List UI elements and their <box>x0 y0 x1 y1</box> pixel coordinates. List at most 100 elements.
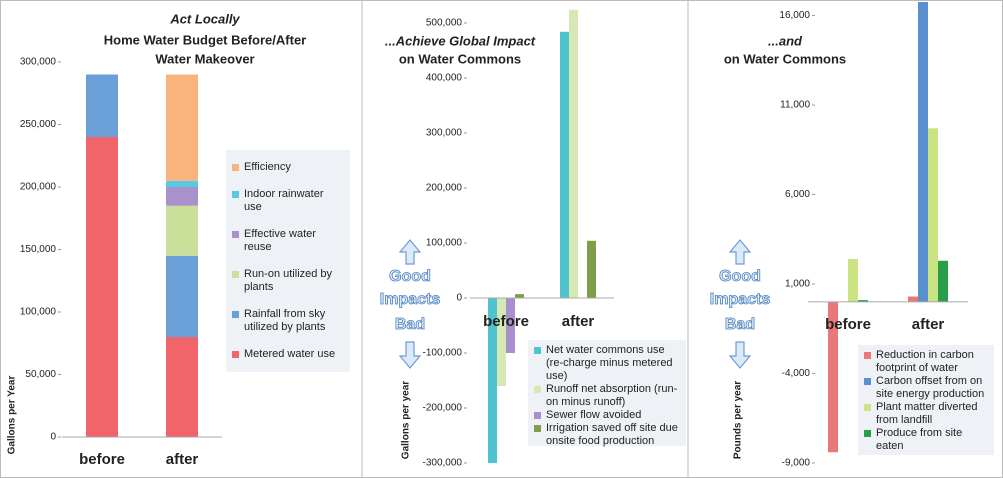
y-tick-label: 50,000 <box>25 369 56 380</box>
y-tick-label: -9,000 <box>782 458 811 469</box>
bar <box>86 74 118 137</box>
chart-title: ...and <box>768 33 803 48</box>
legend-label: Rainfall from sky utilized by plants <box>244 308 326 333</box>
legend-entry: Carbon offset from on site energy produc… <box>864 375 988 401</box>
legend-swatch <box>232 351 239 358</box>
bar <box>515 294 524 298</box>
legend: Efficiency Indoor rainwater use Effective … <box>226 150 350 372</box>
legend-label: Run-on utilized by plants <box>244 268 333 293</box>
y-tick-label: 150,000 <box>20 244 57 255</box>
annotation: Impacts <box>380 291 441 308</box>
x-tick-label: before <box>483 313 529 330</box>
bar <box>86 137 118 437</box>
bar <box>938 260 948 302</box>
bar <box>858 300 868 302</box>
legend-entry: Plant matter diverted from landfill <box>864 401 988 427</box>
y-tick-label: 11,000 <box>780 100 810 111</box>
bar <box>506 298 515 353</box>
legend-swatch <box>534 425 541 432</box>
bar <box>166 187 198 206</box>
y-axis-label: Gallons per year <box>401 381 412 459</box>
legend-entry: Net water commons use (re-charge minus m… <box>534 344 680 383</box>
y-tick-label: 100,000 <box>426 238 463 249</box>
x-tick-label: before <box>825 316 871 333</box>
annotation: Bad <box>395 316 425 333</box>
y-tick-label: 250,000 <box>20 119 57 130</box>
legend-entry: Rainfall from sky utilized by plants <box>232 308 344 334</box>
annotation: Bad <box>725 316 755 333</box>
legend-label: Produce from site eaten <box>876 427 963 452</box>
chart-title: Water Makeover <box>155 51 254 66</box>
legend-swatch <box>864 404 871 411</box>
x-tick-label: after <box>562 313 595 330</box>
y-tick-label: 300,000 <box>20 57 57 68</box>
arrows <box>398 239 752 369</box>
legend-label: Irrigation saved off site due onsite foo… <box>546 422 678 447</box>
y-tick-label: -100,000 <box>423 348 463 359</box>
legend-label: Effective water reuse <box>244 228 316 253</box>
legend-entry: Metered water use <box>232 348 344 361</box>
legend-swatch <box>232 164 239 171</box>
y-tick-label: 1,000 <box>785 279 810 290</box>
chart-title: Act Locally <box>169 11 240 26</box>
legend-entry: Runoff net absorption (run-on minus runo… <box>534 383 680 409</box>
y-tick-label: 500,000 <box>426 18 463 29</box>
legend-swatch <box>864 378 871 385</box>
legend-entry: Irrigation saved off site due onsite foo… <box>534 422 680 448</box>
chart-title: Home Water Budget Before/After <box>104 32 306 47</box>
legend-label: Metered water use <box>244 348 336 360</box>
annotation: Impacts <box>710 291 771 308</box>
bar <box>166 255 198 337</box>
legend: Reduction in carbon footprint of water Ca… <box>858 345 994 455</box>
bar <box>166 180 198 187</box>
legend-label: Plant matter diverted from landfill <box>876 401 978 426</box>
legend-entry: Run-on utilized by plants <box>232 268 344 294</box>
legend-label: Net water commons use (re-charge minus m… <box>546 344 673 382</box>
legend: Net water commons use (re-charge minus m… <box>528 340 686 448</box>
legend-label: Runoff net absorption (run-on minus runo… <box>546 383 678 408</box>
legend-swatch <box>232 191 239 198</box>
legend-swatch <box>534 412 541 419</box>
legend-label: Reduction in carbon footprint of water <box>876 349 974 374</box>
legend-entry: Efficiency <box>232 161 344 174</box>
y-tick-label: 0 <box>456 293 462 304</box>
y-tick-label: 16,000 <box>779 10 810 21</box>
bar <box>918 2 928 302</box>
bar <box>569 9 578 299</box>
bar <box>908 296 918 302</box>
y-tick-label: 100,000 <box>20 307 57 318</box>
legend-entry: Effective water reuse <box>232 228 344 254</box>
bar <box>848 258 858 302</box>
y-axis-label: Gallons per Year <box>7 376 18 455</box>
y-tick-label: -300,000 <box>423 458 463 469</box>
chart-title: ...Achieve Global Impact <box>385 33 536 48</box>
annotation: Good <box>389 268 431 285</box>
y-tick-label: -200,000 <box>423 403 463 414</box>
legend-swatch <box>232 231 239 238</box>
y-tick-label: 0 <box>50 432 56 443</box>
legend-swatch <box>864 430 871 437</box>
bar <box>928 128 938 302</box>
bar <box>488 298 497 463</box>
annotation: Good <box>719 268 761 285</box>
y-tick-label: 200,000 <box>20 182 57 193</box>
plot <box>86 74 198 437</box>
y-axis-label: Pounds per year <box>733 381 744 459</box>
y-tick-label: 6,000 <box>785 189 810 200</box>
bar <box>560 31 569 299</box>
legend-swatch <box>232 311 239 318</box>
bar <box>828 301 838 453</box>
y-tick-label: 200,000 <box>426 183 463 194</box>
y-tick-label: 300,000 <box>426 128 463 139</box>
bar <box>166 205 198 256</box>
legend-entry: Indoor rainwater use <box>232 188 344 214</box>
x-tick-label: after <box>166 451 199 468</box>
bar <box>497 298 506 386</box>
bar <box>166 337 198 437</box>
legend-entry: Reduction in carbon footprint of water <box>864 349 988 375</box>
y-tick-label: -4,000 <box>782 368 811 379</box>
x-tick-label: before <box>79 451 125 468</box>
